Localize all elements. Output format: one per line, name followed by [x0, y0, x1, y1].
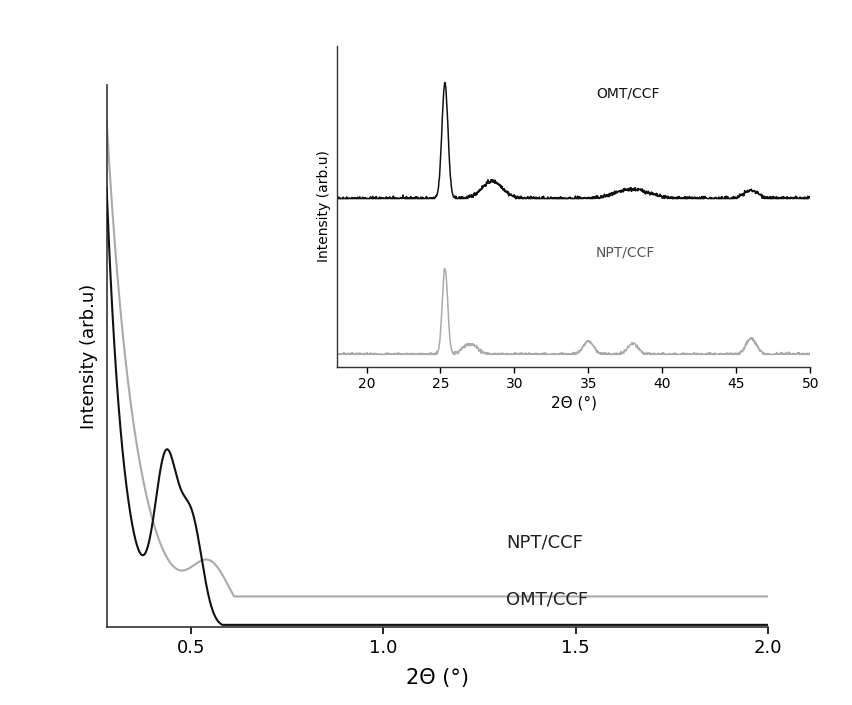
Text: NPT/CCF: NPT/CCF — [506, 533, 583, 551]
Y-axis label: Intensity (arb.u): Intensity (arb.u) — [80, 283, 98, 429]
X-axis label: 2Θ (°): 2Θ (°) — [550, 396, 596, 410]
Text: OMT/CCF: OMT/CCF — [596, 87, 659, 101]
Text: OMT/CCF: OMT/CCF — [506, 590, 588, 608]
Y-axis label: Intensity (arb.u): Intensity (arb.u) — [317, 150, 331, 262]
Text: NPT/CCF: NPT/CCF — [596, 245, 654, 259]
X-axis label: 2Θ (°): 2Θ (°) — [406, 668, 468, 688]
